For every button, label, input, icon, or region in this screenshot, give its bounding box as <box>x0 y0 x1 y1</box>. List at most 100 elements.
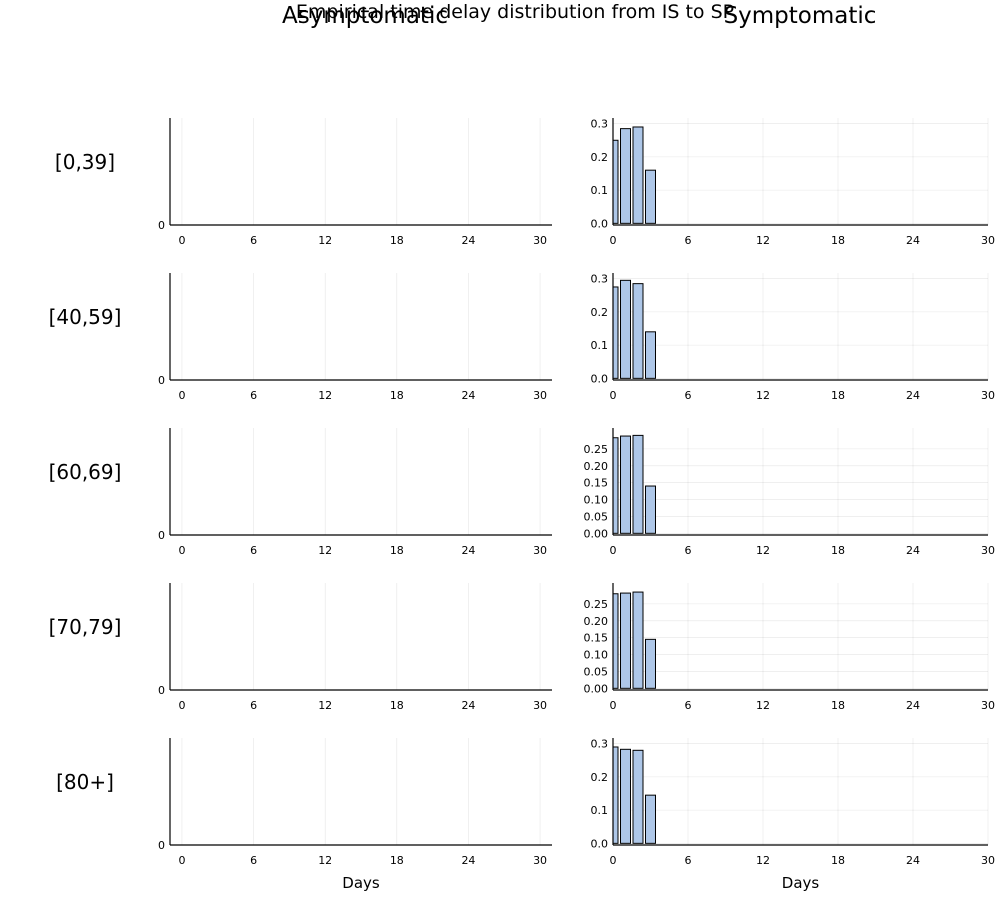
y-tick-label: 0.00 <box>584 682 609 695</box>
bar <box>632 434 644 534</box>
bar <box>612 593 619 689</box>
x-tick-label: 18 <box>390 544 404 557</box>
figure-title: Empirical time delay distribution from I… <box>296 1 734 23</box>
column-title-symptomatic: Symptomatic <box>724 3 877 29</box>
x-tick-label: 24 <box>906 699 920 712</box>
x-tick-label: 24 <box>461 389 475 402</box>
bar <box>620 435 631 534</box>
y-tick-label: 0.0 <box>591 837 609 850</box>
x-tick-label: 24 <box>461 699 475 712</box>
y-tick-label: 0.2 <box>591 151 609 164</box>
bar <box>612 286 619 379</box>
x-tick-label: 6 <box>685 544 692 557</box>
y-tick-label: 0.10 <box>584 494 609 507</box>
x-tick-label: 24 <box>906 389 920 402</box>
y-tick-label: 0.1 <box>591 804 609 817</box>
x-tick-label: 0 <box>178 699 185 712</box>
x-tick-label: 18 <box>831 234 845 247</box>
y-tick-label: 0.20 <box>584 615 609 628</box>
x-tick-label: 12 <box>756 389 770 402</box>
x-tick-label: 12 <box>756 854 770 867</box>
y-tick-label: 0.05 <box>584 510 609 523</box>
bar <box>620 748 631 844</box>
x-tick-label: 12 <box>318 234 332 247</box>
row-label: [60,69] <box>49 460 122 484</box>
x-tick-label: 12 <box>318 544 332 557</box>
x-tick-label: 30 <box>981 389 995 402</box>
x-tick-label: 12 <box>756 234 770 247</box>
x-tick-label: 6 <box>250 389 257 402</box>
y-tick-label: 0.2 <box>591 771 609 784</box>
x-tick-label: 24 <box>906 234 920 247</box>
x-tick-label: 12 <box>756 699 770 712</box>
bar <box>645 638 656 689</box>
x-tick-label: 6 <box>250 699 257 712</box>
x-tick-label: 18 <box>831 699 845 712</box>
x-tick-label: 30 <box>533 234 547 247</box>
x-tick-label: 18 <box>831 854 845 867</box>
y-tick-label: 0 <box>158 374 165 387</box>
x-tick-label: 30 <box>533 544 547 557</box>
y-tick-label: 0.3 <box>591 118 609 131</box>
x-tick-label: 6 <box>685 854 692 867</box>
y-tick-label: 0.3 <box>591 738 609 751</box>
bar <box>612 746 619 844</box>
x-tick-label: 18 <box>831 544 845 557</box>
bar <box>632 126 644 224</box>
y-tick-label: 0 <box>158 529 165 542</box>
row-label: [70,79] <box>49 615 122 639</box>
x-tick-label: 12 <box>756 544 770 557</box>
bar <box>612 139 619 224</box>
x-tick-label: 0 <box>610 699 617 712</box>
x-tick-label: 30 <box>533 389 547 402</box>
x-tick-label: 30 <box>533 699 547 712</box>
x-tick-label: 0 <box>610 234 617 247</box>
y-tick-label: 0.0 <box>591 372 609 385</box>
bar <box>620 592 631 689</box>
x-tick-label: 24 <box>461 544 475 557</box>
x-tick-label: 0 <box>178 389 185 402</box>
row-label: [80+] <box>56 770 114 794</box>
x-tick-label: 0 <box>610 389 617 402</box>
x-tick-label: 12 <box>318 699 332 712</box>
x-tick-label: 24 <box>461 854 475 867</box>
x-axis-label: Days <box>342 874 380 892</box>
bar <box>645 485 656 534</box>
row-label: [0,39] <box>55 150 115 174</box>
y-tick-label: 0.05 <box>584 665 609 678</box>
x-tick-label: 24 <box>461 234 475 247</box>
x-tick-label: 6 <box>685 234 692 247</box>
bar <box>620 128 631 224</box>
x-tick-label: 24 <box>906 544 920 557</box>
bar <box>645 794 656 844</box>
x-tick-label: 0 <box>178 854 185 867</box>
y-tick-label: 0.1 <box>591 184 609 197</box>
x-tick-label: 0 <box>610 854 617 867</box>
x-tick-label: 30 <box>981 544 995 557</box>
y-tick-label: 0.00 <box>584 527 609 540</box>
x-tick-label: 0 <box>178 544 185 557</box>
bar <box>645 331 656 379</box>
x-tick-label: 30 <box>533 854 547 867</box>
x-tick-label: 12 <box>318 854 332 867</box>
y-tick-label: 0.25 <box>584 598 609 611</box>
column-title-asymptomatic: Asymptomatic <box>282 3 448 29</box>
y-tick-label: 0.3 <box>591 273 609 286</box>
bar <box>632 749 644 844</box>
y-tick-label: 0.15 <box>584 632 609 645</box>
x-tick-label: 12 <box>318 389 332 402</box>
x-tick-label: 18 <box>831 389 845 402</box>
x-tick-label: 6 <box>250 234 257 247</box>
x-tick-label: 24 <box>906 854 920 867</box>
x-axis-label: Days <box>782 874 820 892</box>
bar <box>620 279 631 379</box>
x-tick-label: 6 <box>250 544 257 557</box>
y-tick-label: 0.1 <box>591 339 609 352</box>
x-tick-label: 18 <box>390 854 404 867</box>
y-tick-label: 0 <box>158 219 165 232</box>
y-tick-label: 0.25 <box>584 443 609 456</box>
x-tick-label: 30 <box>981 234 995 247</box>
x-tick-label: 30 <box>981 854 995 867</box>
